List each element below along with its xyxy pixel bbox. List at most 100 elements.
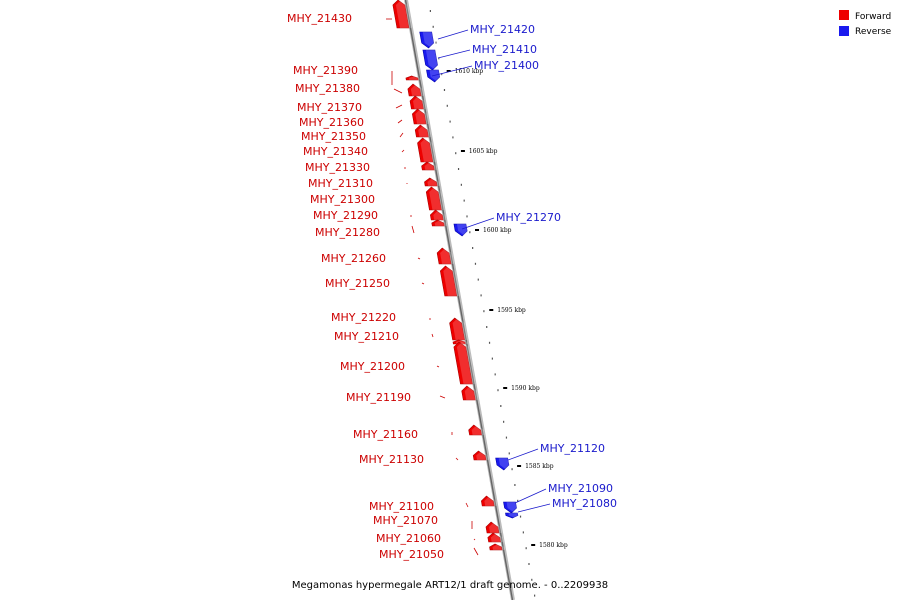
gene-arrow-MHY_21360[interactable] — [412, 108, 430, 125]
gene-label[interactable]: MHY_21430 — [287, 12, 352, 25]
gene-label[interactable]: MHY_21310 — [308, 177, 373, 190]
gene-label[interactable]: MHY_21130 — [359, 453, 424, 466]
gene-label[interactable]: MHY_21190 — [346, 391, 411, 404]
gene-label[interactable]: MHY_21360 — [299, 116, 364, 129]
minor-tick — [497, 389, 499, 392]
gene-arrow-MHY_21280[interactable] — [431, 219, 448, 227]
kbp-tick-label: 1610 kbp — [455, 68, 484, 75]
gene-arrow-MHY_21050[interactable] — [489, 543, 506, 551]
gene-leader-line — [514, 488, 547, 504]
gene-label[interactable]: MHY_21050 — [379, 548, 444, 561]
gene-label[interactable]: MHY_21100 — [369, 500, 434, 513]
gene-arrow-MHY_21330[interactable] — [421, 161, 438, 171]
minor-tick — [522, 531, 524, 534]
gene-arrow-MHY_21340[interactable] — [417, 137, 436, 163]
minor-tick — [528, 563, 530, 565]
gene-arrow-MHY_21420[interactable] — [419, 31, 437, 49]
gene-arrow-MHY_21130[interactable] — [472, 450, 490, 461]
gene-arrow-MHY_21310[interactable] — [424, 177, 441, 187]
gene-leader-line — [465, 502, 469, 508]
axis-line — [404, 0, 514, 600]
gene-arrow-MHY_21080[interactable] — [505, 512, 521, 519]
gene-arrow-MHY_21400[interactable] — [426, 69, 443, 83]
gene-label[interactable]: MHY_21300 — [310, 193, 375, 206]
gene-leader-line — [455, 457, 459, 461]
gene-label[interactable]: MHY_21260 — [321, 252, 386, 265]
legend-forward-swatch — [839, 10, 849, 20]
gene-features — [392, 0, 521, 551]
genome-axis — [404, 0, 536, 600]
kbp-tick-mark — [475, 229, 480, 231]
gene-label[interactable]: MHY_21080 — [552, 497, 617, 510]
gene-arrow-MHY_21300[interactable] — [425, 186, 445, 211]
minor-tick — [505, 436, 508, 439]
gene-label[interactable]: MHY_21380 — [295, 82, 360, 95]
gene-label[interactable]: MHY_21400 — [474, 59, 539, 72]
gene-leader-line — [431, 333, 434, 338]
minor-tick — [519, 515, 522, 518]
minor-tick — [491, 357, 493, 360]
minor-tick — [486, 326, 488, 328]
gene-arrow-MHY_21410[interactable] — [422, 49, 441, 71]
gene-arrow-MHY_21200[interactable] — [453, 341, 476, 385]
gene-arrow-MHY_21380[interactable] — [407, 83, 425, 97]
kbp-tick-label: 1600 kbp — [483, 227, 512, 234]
gene-arrow-MHY_21290[interactable] — [430, 209, 447, 221]
minor-tick — [508, 452, 510, 455]
legend-forward-label: Forward — [855, 12, 891, 22]
gene-arrow-MHY_21190[interactable] — [461, 385, 479, 401]
gene-label[interactable]: MHY_21200 — [340, 360, 405, 373]
gene-arrow-MHY_21270[interactable] — [453, 223, 471, 237]
gene-label[interactable]: MHY_21060 — [376, 532, 441, 545]
gene-label[interactable]: MHY_21270 — [496, 211, 561, 224]
gene-label[interactable]: MHY_21350 — [301, 130, 366, 143]
gene-label[interactable]: MHY_21220 — [331, 311, 396, 324]
minor-tick — [460, 183, 462, 186]
gene-leader-line — [393, 88, 403, 94]
gene-label[interactable]: MHY_21070 — [373, 514, 438, 527]
gene-arrow-MHY_21060[interactable] — [487, 532, 504, 543]
gene-leader-line — [437, 49, 471, 59]
gene-label[interactable]: MHY_21420 — [470, 23, 535, 36]
gene-label[interactable]: MHY_21410 — [472, 43, 537, 56]
gene-label[interactable]: MHY_21330 — [305, 161, 370, 174]
minor-tick — [477, 278, 479, 281]
gene-arrow-MHY_21430[interactable] — [392, 0, 412, 29]
gene-arrow-MHY_21090[interactable] — [503, 501, 520, 514]
gene-label[interactable]: MHY_21160 — [353, 428, 418, 441]
gene-label[interactable]: MHY_21370 — [297, 101, 362, 114]
gene-label[interactable]: MHY_21390 — [293, 64, 358, 77]
gene-arrow-MHY_21160[interactable] — [468, 424, 485, 436]
gene-arrow-MHY_21260[interactable] — [436, 247, 455, 265]
gene-label[interactable]: MHY_21290 — [313, 209, 378, 222]
gene-arrow-MHY_21100[interactable] — [481, 495, 498, 507]
minor-tick — [441, 73, 443, 76]
gene-arrow-MHY_21250[interactable] — [439, 265, 460, 297]
gene-label[interactable]: MHY_21250 — [325, 277, 390, 290]
gene-label[interactable]: MHY_21090 — [548, 482, 613, 495]
gene-arrow-MHY_21120[interactable] — [495, 457, 512, 471]
legend: Forward Reverse — [839, 10, 892, 37]
kbp-tick-mark — [489, 309, 494, 311]
gene-labels: MHY_21430 MHY_21420 MHY_21410 MHY_21400 MHY_… — [287, 12, 617, 561]
gene-arrow-MHY_21220[interactable] — [449, 317, 468, 341]
gene-leader-line — [436, 365, 440, 368]
gene-arrow-MHY_21350[interactable] — [414, 124, 432, 138]
gene-label[interactable]: MHY_21210 — [334, 330, 399, 343]
kbp-tick-label: 1580 kbp — [539, 542, 568, 549]
gene-arrow-MHY_21370[interactable] — [409, 95, 427, 110]
minor-tick — [446, 104, 448, 107]
gene-label[interactable]: MHY_21280 — [315, 226, 380, 239]
gene-label[interactable]: MHY_21120 — [540, 442, 605, 455]
minor-tick — [435, 41, 437, 44]
gene-leader-line — [461, 217, 495, 230]
gene-arrow-MHY_21390[interactable] — [405, 75, 422, 81]
gene-label[interactable]: MHY_21340 — [303, 145, 368, 158]
legend-reverse-swatch — [839, 26, 849, 36]
kbp-tick-label: 1590 kbp — [511, 385, 540, 392]
minor-tick — [494, 373, 496, 376]
legend-reverse-label: Reverse — [855, 27, 892, 37]
kbp-tick-mark — [503, 387, 508, 389]
minor-tick — [466, 215, 468, 218]
gene-arrow-MHY_21070[interactable] — [485, 521, 503, 534]
